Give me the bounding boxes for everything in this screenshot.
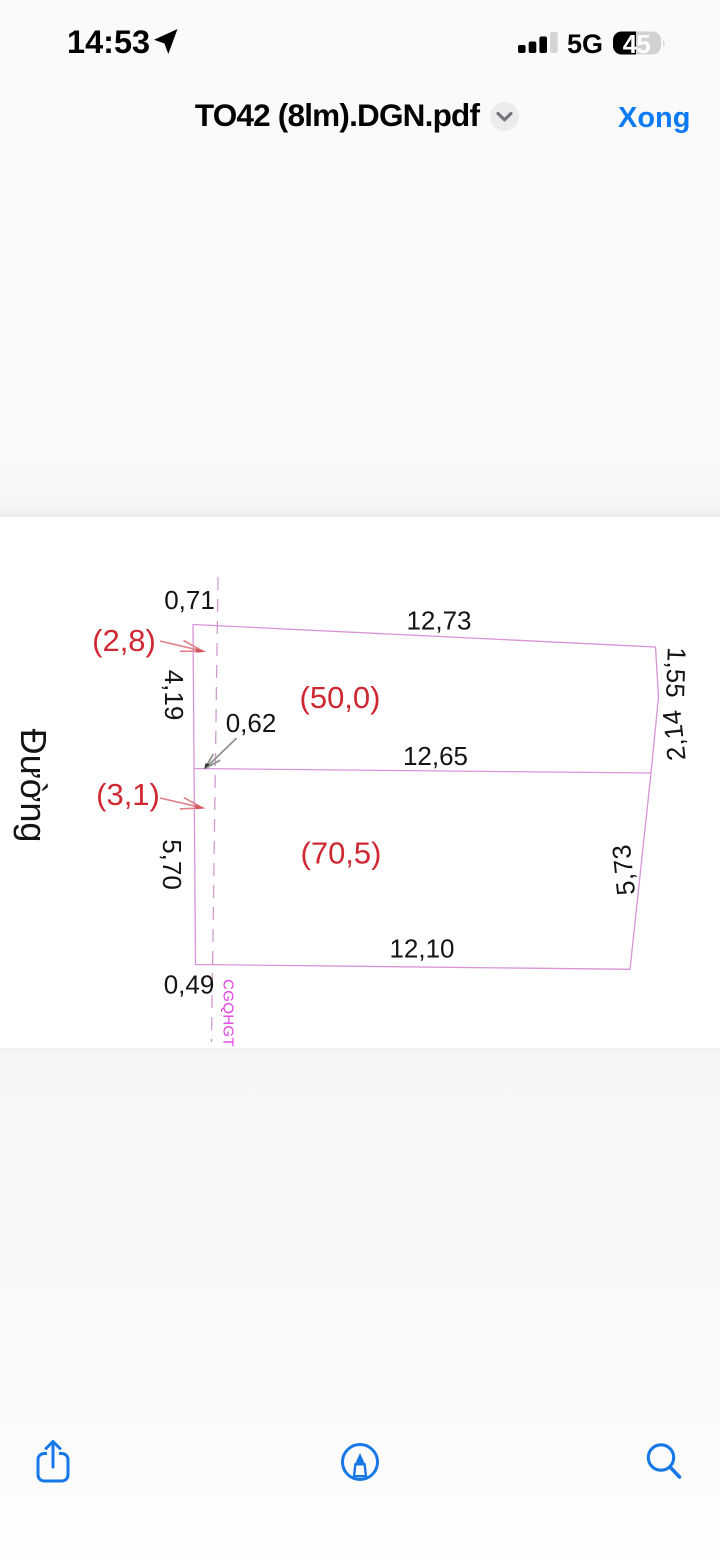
svg-text:0,49: 0,49: [164, 970, 215, 1000]
svg-text:5,70: 5,70: [157, 839, 187, 890]
svg-text:12,73: 12,73: [406, 606, 471, 636]
svg-text:1,55: 1,55: [660, 647, 692, 699]
svg-text:12,65: 12,65: [403, 741, 468, 771]
svg-text:5,73: 5,73: [606, 843, 641, 896]
svg-text:(2,8): (2,8): [92, 623, 156, 658]
svg-text:(3,1): (3,1): [96, 777, 160, 812]
svg-text:12,10: 12,10: [389, 934, 454, 964]
svg-text:0,62: 0,62: [226, 708, 277, 738]
svg-text:2,14: 2,14: [656, 709, 691, 762]
svg-text:4,19: 4,19: [159, 670, 189, 721]
svg-text:(50,0): (50,0): [300, 680, 381, 715]
svg-text:CGQHGT: CGQHGT: [220, 979, 237, 1047]
svg-text:Đường: Đường: [13, 729, 54, 843]
svg-text:45: 45: [623, 31, 650, 55]
svg-text:0,71: 0,71: [164, 585, 215, 615]
svg-text:(70,5): (70,5): [301, 836, 382, 871]
